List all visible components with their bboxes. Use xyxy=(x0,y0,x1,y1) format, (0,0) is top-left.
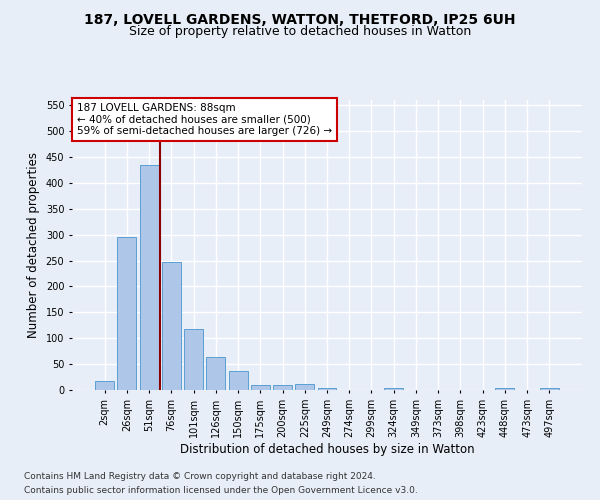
Text: 187 LOVELL GARDENS: 88sqm
← 40% of detached houses are smaller (500)
59% of semi: 187 LOVELL GARDENS: 88sqm ← 40% of detac… xyxy=(77,103,332,136)
Bar xyxy=(384,388,403,390)
Bar xyxy=(540,388,559,390)
Bar xyxy=(273,385,292,390)
X-axis label: Distribution of detached houses by size in Watton: Distribution of detached houses by size … xyxy=(179,442,475,456)
Bar xyxy=(229,371,248,390)
Bar xyxy=(140,164,158,390)
Bar xyxy=(184,329,203,390)
Bar xyxy=(251,386,270,390)
Bar xyxy=(162,262,181,390)
Text: Contains public sector information licensed under the Open Government Licence v3: Contains public sector information licen… xyxy=(24,486,418,495)
Bar xyxy=(206,357,225,390)
Text: 187, LOVELL GARDENS, WATTON, THETFORD, IP25 6UH: 187, LOVELL GARDENS, WATTON, THETFORD, I… xyxy=(84,12,516,26)
Bar xyxy=(496,388,514,390)
Bar xyxy=(118,237,136,390)
Bar xyxy=(317,388,337,390)
Y-axis label: Number of detached properties: Number of detached properties xyxy=(27,152,40,338)
Bar xyxy=(95,381,114,390)
Bar xyxy=(295,384,314,390)
Text: Contains HM Land Registry data © Crown copyright and database right 2024.: Contains HM Land Registry data © Crown c… xyxy=(24,472,376,481)
Text: Size of property relative to detached houses in Watton: Size of property relative to detached ho… xyxy=(129,25,471,38)
